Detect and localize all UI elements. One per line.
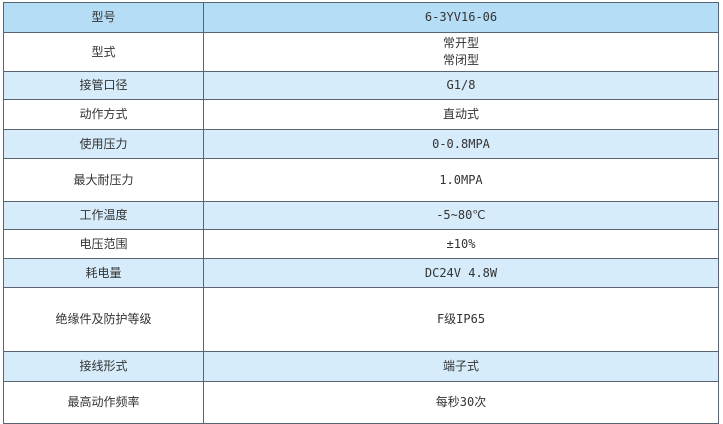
spec-value-line: ±10%: [446, 236, 476, 251]
spec-label: 最高动作频率: [3, 381, 204, 424]
table-row: 耗电量 DC24V 4.8W: [3, 258, 719, 288]
table-row: 工作温度 -5~80℃: [3, 201, 719, 230]
spec-value: DC24V 4.8W: [203, 258, 719, 288]
spec-value-line: F级IP65: [436, 312, 486, 326]
table-row: 动作方式 直动式: [3, 99, 719, 130]
spec-value: 1.0MPA: [203, 158, 719, 202]
spec-label: 接管口径: [3, 71, 204, 100]
spec-table: 型号 6-3YV16-06 型式 常开型 常闭型 接管口径 G1/8 动作方式 直动式 使用压力 0…: [3, 2, 719, 424]
table-row: 型式 常开型 常闭型: [3, 32, 719, 72]
spec-value-line: 常闭型: [442, 53, 479, 67]
spec-value: G1/8: [203, 71, 719, 100]
spec-value-line: G1/8: [446, 78, 476, 92]
table-row: 接线形式 端子式: [3, 351, 719, 382]
spec-label: 耗电量: [3, 258, 204, 288]
table-row: 最大耐压力 1.0MPA: [3, 158, 719, 202]
spec-value: 6-3YV16-06: [203, 2, 719, 33]
spec-label: 使用压力: [3, 129, 204, 159]
spec-value-line: 0-0.8MPA: [432, 136, 490, 151]
spec-value: F级IP65: [203, 287, 719, 352]
spec-value: 0-0.8MPA: [203, 129, 719, 159]
spec-value: 直动式: [203, 99, 719, 130]
spec-label: 型号: [3, 2, 204, 33]
spec-value: -5~80℃: [203, 201, 719, 230]
spec-value: 端子式: [203, 351, 719, 382]
spec-value-line: 常开型: [442, 36, 479, 50]
spec-label: 接线形式: [3, 351, 204, 382]
spec-label: 电压范围: [3, 229, 204, 259]
table-row: 使用压力 0-0.8MPA: [3, 129, 719, 159]
spec-value-line: 直动式: [442, 107, 479, 121]
spec-label: 最大耐压力: [3, 158, 204, 202]
spec-label: 型式: [3, 32, 204, 72]
spec-value: 常开型 常闭型: [203, 32, 719, 72]
spec-value-line: 端子式: [442, 359, 479, 373]
spec-value-line: DC24V 4.8W: [424, 265, 498, 280]
spec-value-line: 6-3YV16-06: [424, 10, 498, 24]
table-row: 型号 6-3YV16-06: [3, 2, 719, 33]
table-row: 最高动作频率 每秒30次: [3, 381, 719, 424]
spec-label: 绝缘件及防护等级: [3, 287, 204, 352]
spec-value: 每秒30次: [203, 381, 719, 424]
spec-value-line: -5~80℃: [436, 208, 486, 222]
spec-value: ±10%: [203, 229, 719, 259]
table-row: 绝缘件及防护等级 F级IP65: [3, 287, 719, 352]
spec-label: 动作方式: [3, 99, 204, 130]
spec-value-line: 1.0MPA: [439, 172, 483, 187]
table-row: 接管口径 G1/8: [3, 71, 719, 100]
spec-label: 工作温度: [3, 201, 204, 230]
spec-value-line: 每秒30次: [435, 395, 487, 409]
table-row: 电压范围 ±10%: [3, 229, 719, 259]
